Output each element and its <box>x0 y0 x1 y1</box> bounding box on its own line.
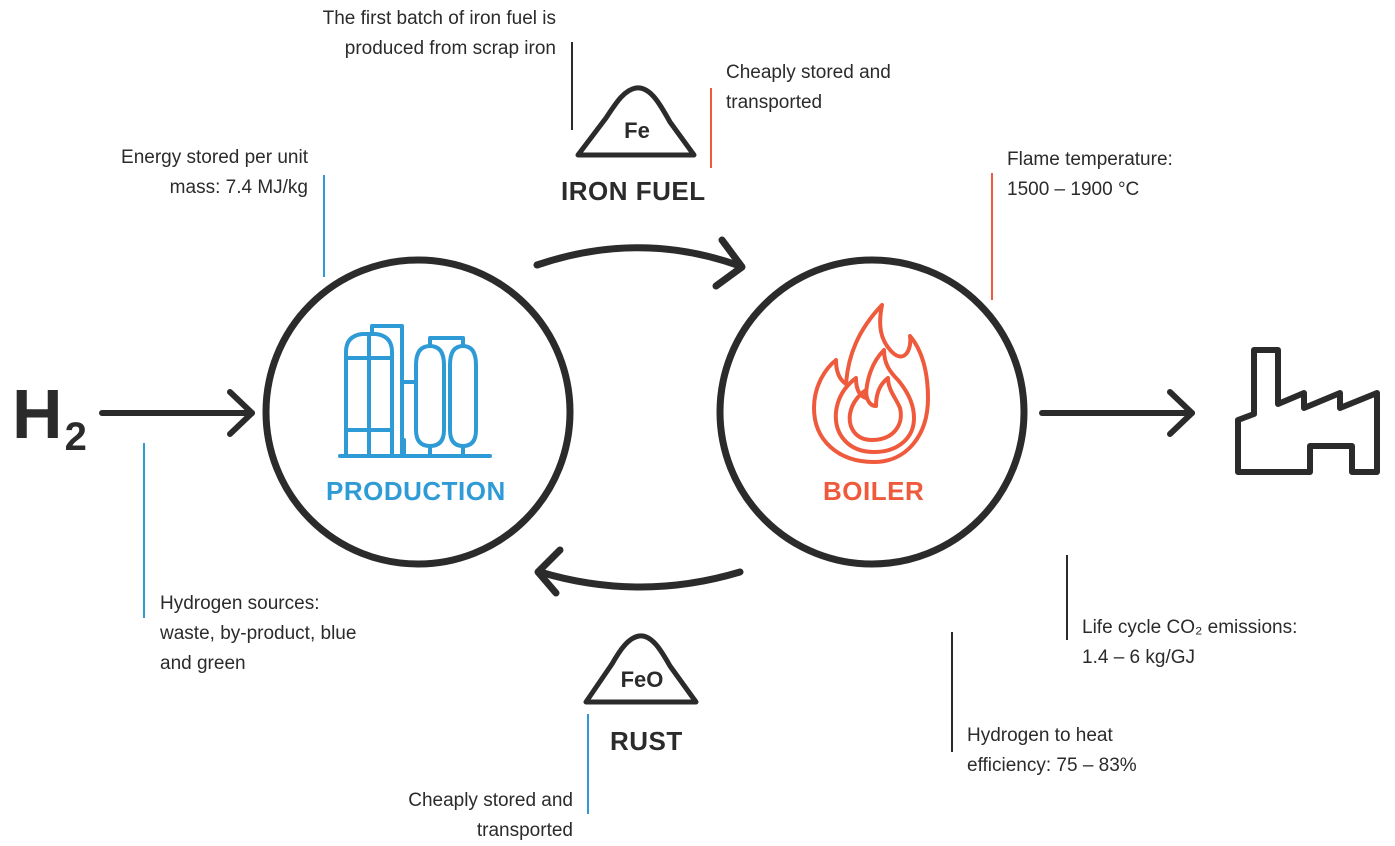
production-label: PRODUCTION <box>326 476 506 506</box>
scrap-iron-note: The first batch of iron fuel is produced… <box>323 4 556 64</box>
iron-fuel-flow-arrow <box>533 236 746 290</box>
boiler-label: BOILER <box>823 476 925 506</box>
rust-storage-note: Cheaply stored and transported <box>408 786 573 846</box>
hydrogen-line2: waste, by-product, blue <box>160 623 357 644</box>
rust-flow-arrow <box>534 546 744 597</box>
iron-fuel-symbol: Fe <box>624 118 650 143</box>
co2-emissions-note: Life cycle CO₂ emissions: 1.4 – 6 kg/GJ <box>1082 613 1297 673</box>
rust-store-line1: Cheaply stored and <box>408 790 573 811</box>
rust-store-line2: transported <box>476 820 573 841</box>
efficiency-line1: Hydrogen to heat <box>967 725 1113 746</box>
efficiency-line2: efficiency: 75 – 83% <box>967 755 1137 776</box>
efficiency-note: Hydrogen to heat efficiency: 75 – 83% <box>967 721 1137 781</box>
h2-input-arrow <box>99 389 255 437</box>
hydrogen-sources-note: Hydrogen sources: waste, by-product, blu… <box>160 589 356 679</box>
production-circle <box>262 256 574 568</box>
factory-icon <box>1235 347 1380 475</box>
rust-label: RUST <box>610 726 683 756</box>
hydrogen-line3: and green <box>160 653 246 674</box>
energy-density-note: Energy stored per unit mass: 7.4 MJ/kg <box>121 143 308 203</box>
fuel-store-line2: transported <box>726 92 823 113</box>
hydrogen-symbol: H2 <box>12 375 87 459</box>
iron-fuel-pile-icon <box>575 85 697 158</box>
scrap-note-line2: produced from scrap iron <box>344 38 556 59</box>
flame-line2: 1500 – 1900 °C <box>1007 179 1140 200</box>
heat-output-arrow <box>1039 389 1195 437</box>
factory-tanks-icon <box>338 324 492 458</box>
energy-line1: Energy stored per unit <box>121 147 308 168</box>
rust-pile-icon <box>583 633 699 705</box>
flame-icon <box>812 303 930 464</box>
fuel-storage-note: Cheaply stored and transported <box>726 58 891 118</box>
flame-temperature-note: Flame temperature: 1500 – 1900 °C <box>1007 145 1173 205</box>
hydrogen-line1: Hydrogen sources: <box>160 593 320 614</box>
boiler-circle <box>716 256 1028 568</box>
scrap-note-line1: The first batch of iron fuel is <box>322 8 556 29</box>
energy-line2: mass: 7.4 MJ/kg <box>169 177 308 198</box>
rust-symbol: FeO <box>620 667 664 692</box>
co2-line2: 1.4 – 6 kg/GJ <box>1082 647 1196 668</box>
iron-fuel-label: IRON FUEL <box>561 176 706 206</box>
flame-line1: Flame temperature: <box>1007 149 1173 170</box>
hydrogen-subscript: 2 <box>64 415 87 459</box>
fuel-store-line1: Cheaply stored and <box>726 62 891 83</box>
co2-line1: Life cycle CO₂ emissions: <box>1082 617 1298 638</box>
